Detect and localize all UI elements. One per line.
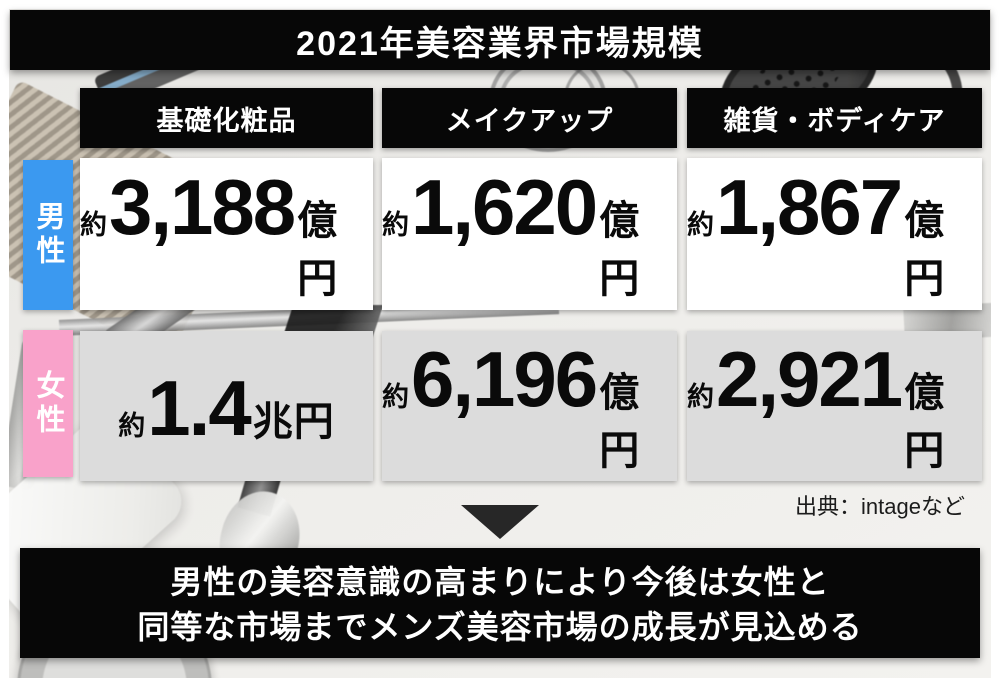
approx-prefix: 約 (80, 210, 107, 240)
approx-prefix: 約 (382, 210, 409, 240)
conclusion-line2: 同等な市場までメンズ美容市場の成長が見込める (137, 609, 863, 645)
value-unit: 億円 (297, 199, 339, 301)
value-number: 3,188 (109, 163, 296, 251)
column-header-basic-cosmetics: 基礎化粧品 (80, 88, 373, 148)
cell-female-makeup: 約 6,196 億円 (382, 331, 677, 481)
value-unit: 億円 (904, 199, 946, 301)
market-value: 約 1,867 億円 (687, 168, 982, 304)
page-title: 2021年美容業界市場規模 (296, 24, 704, 63)
column-header-makeup: メイクアップ (382, 88, 677, 148)
approx-prefix: 約 (118, 411, 146, 441)
source-note: 出典：intageなど (795, 494, 965, 519)
column-header-label: 基礎化粧品 (156, 105, 297, 136)
value-number: 1,867 (716, 163, 903, 251)
value-unit: 億円 (599, 371, 641, 473)
value-unit: 兆円 (252, 400, 335, 444)
column-header-label: 雑貨・ボディケア (723, 105, 946, 136)
cell-female-basic-cosmetics: 約 1.4 兆円 (80, 331, 373, 481)
column-header-label: メイクアップ (445, 105, 614, 136)
cell-male-goods-bodycare: 約 1,867 億円 (687, 158, 982, 310)
male-row-label: 男性 (23, 160, 73, 310)
approx-prefix: 約 (382, 382, 409, 412)
value-number: 6,196 (411, 335, 598, 423)
conclusion-line1: 男性の美容意識の高まりにより今後は女性と (170, 564, 830, 600)
value-unit: 億円 (599, 199, 641, 301)
conclusion-banner: 男性の美容意識の高まりにより今後は女性と 同等な市場までメンズ美容市場の成長が見… (20, 548, 980, 658)
female-row-label-text: 女性 (32, 369, 64, 438)
column-header-goods-bodycare: 雑貨・ボディケア (687, 88, 982, 148)
cell-male-makeup: 約 1,620 億円 (382, 158, 677, 310)
down-arrow-icon (461, 505, 539, 539)
market-value: 約 2,921 億円 (687, 340, 982, 476)
male-row-label-text: 男性 (32, 201, 64, 269)
approx-prefix: 約 (687, 210, 714, 240)
value-unit: 億円 (904, 371, 946, 473)
market-value: 約 1,620 億円 (382, 168, 677, 304)
title-banner: 2021年美容業界市場規模 (10, 10, 990, 70)
female-row-label: 女性 (23, 330, 73, 477)
cell-female-goods-bodycare: 約 2,921 億円 (687, 331, 982, 481)
cell-male-basic-cosmetics: 約 3,188 億円 (80, 158, 373, 310)
market-value: 約 6,196 億円 (382, 340, 677, 476)
approx-prefix: 約 (687, 382, 714, 412)
value-number: 1.4 (147, 364, 251, 452)
value-number: 2,921 (716, 335, 903, 423)
market-value: 約 1.4 兆円 (118, 369, 334, 447)
market-value: 約 3,188 億円 (80, 168, 373, 304)
value-number: 1,620 (411, 163, 598, 251)
